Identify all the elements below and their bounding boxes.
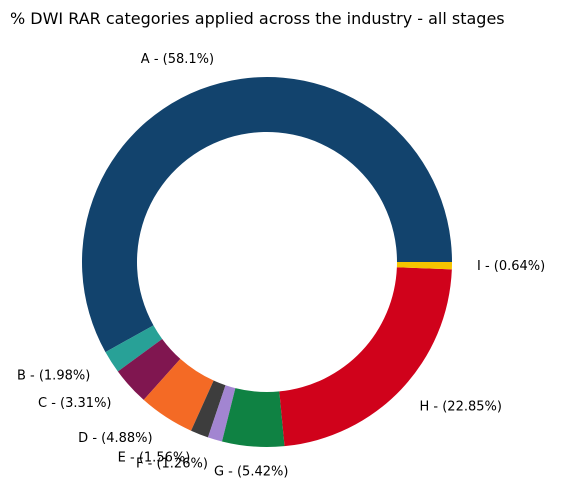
slice-h	[279, 267, 452, 447]
labels-layer: A - (58.1%) B - (1.98%) C - (3.31%) D - (4.…	[17, 52, 545, 480]
slice-g	[222, 388, 285, 447]
slice-i	[396, 262, 453, 270]
slice-b	[105, 325, 163, 372]
slice-label-i: I - (0.64%)	[477, 259, 545, 274]
slice-f	[207, 385, 236, 442]
slice-label-h: H - (22.85%)	[420, 399, 502, 414]
slice-a	[81, 77, 452, 353]
slice-label-b: B - (1.98%)	[17, 369, 90, 384]
slice-d	[143, 358, 214, 431]
slice-label-f: F - (1.26%)	[136, 457, 208, 472]
slice-label-e: E - (1.56%)	[118, 451, 191, 466]
slice-e	[191, 380, 226, 438]
slice-c	[117, 338, 181, 400]
slice-label-g: G - (5.42%)	[214, 464, 288, 479]
slice-label-c: C - (3.31%)	[38, 396, 111, 411]
slice-label-a: A - (58.1%)	[141, 52, 214, 67]
chart-title: % DWI RAR categories applied across the …	[10, 9, 505, 28]
slices-layer	[81, 77, 453, 447]
slice-label-d: D - (4.88%)	[78, 431, 152, 446]
